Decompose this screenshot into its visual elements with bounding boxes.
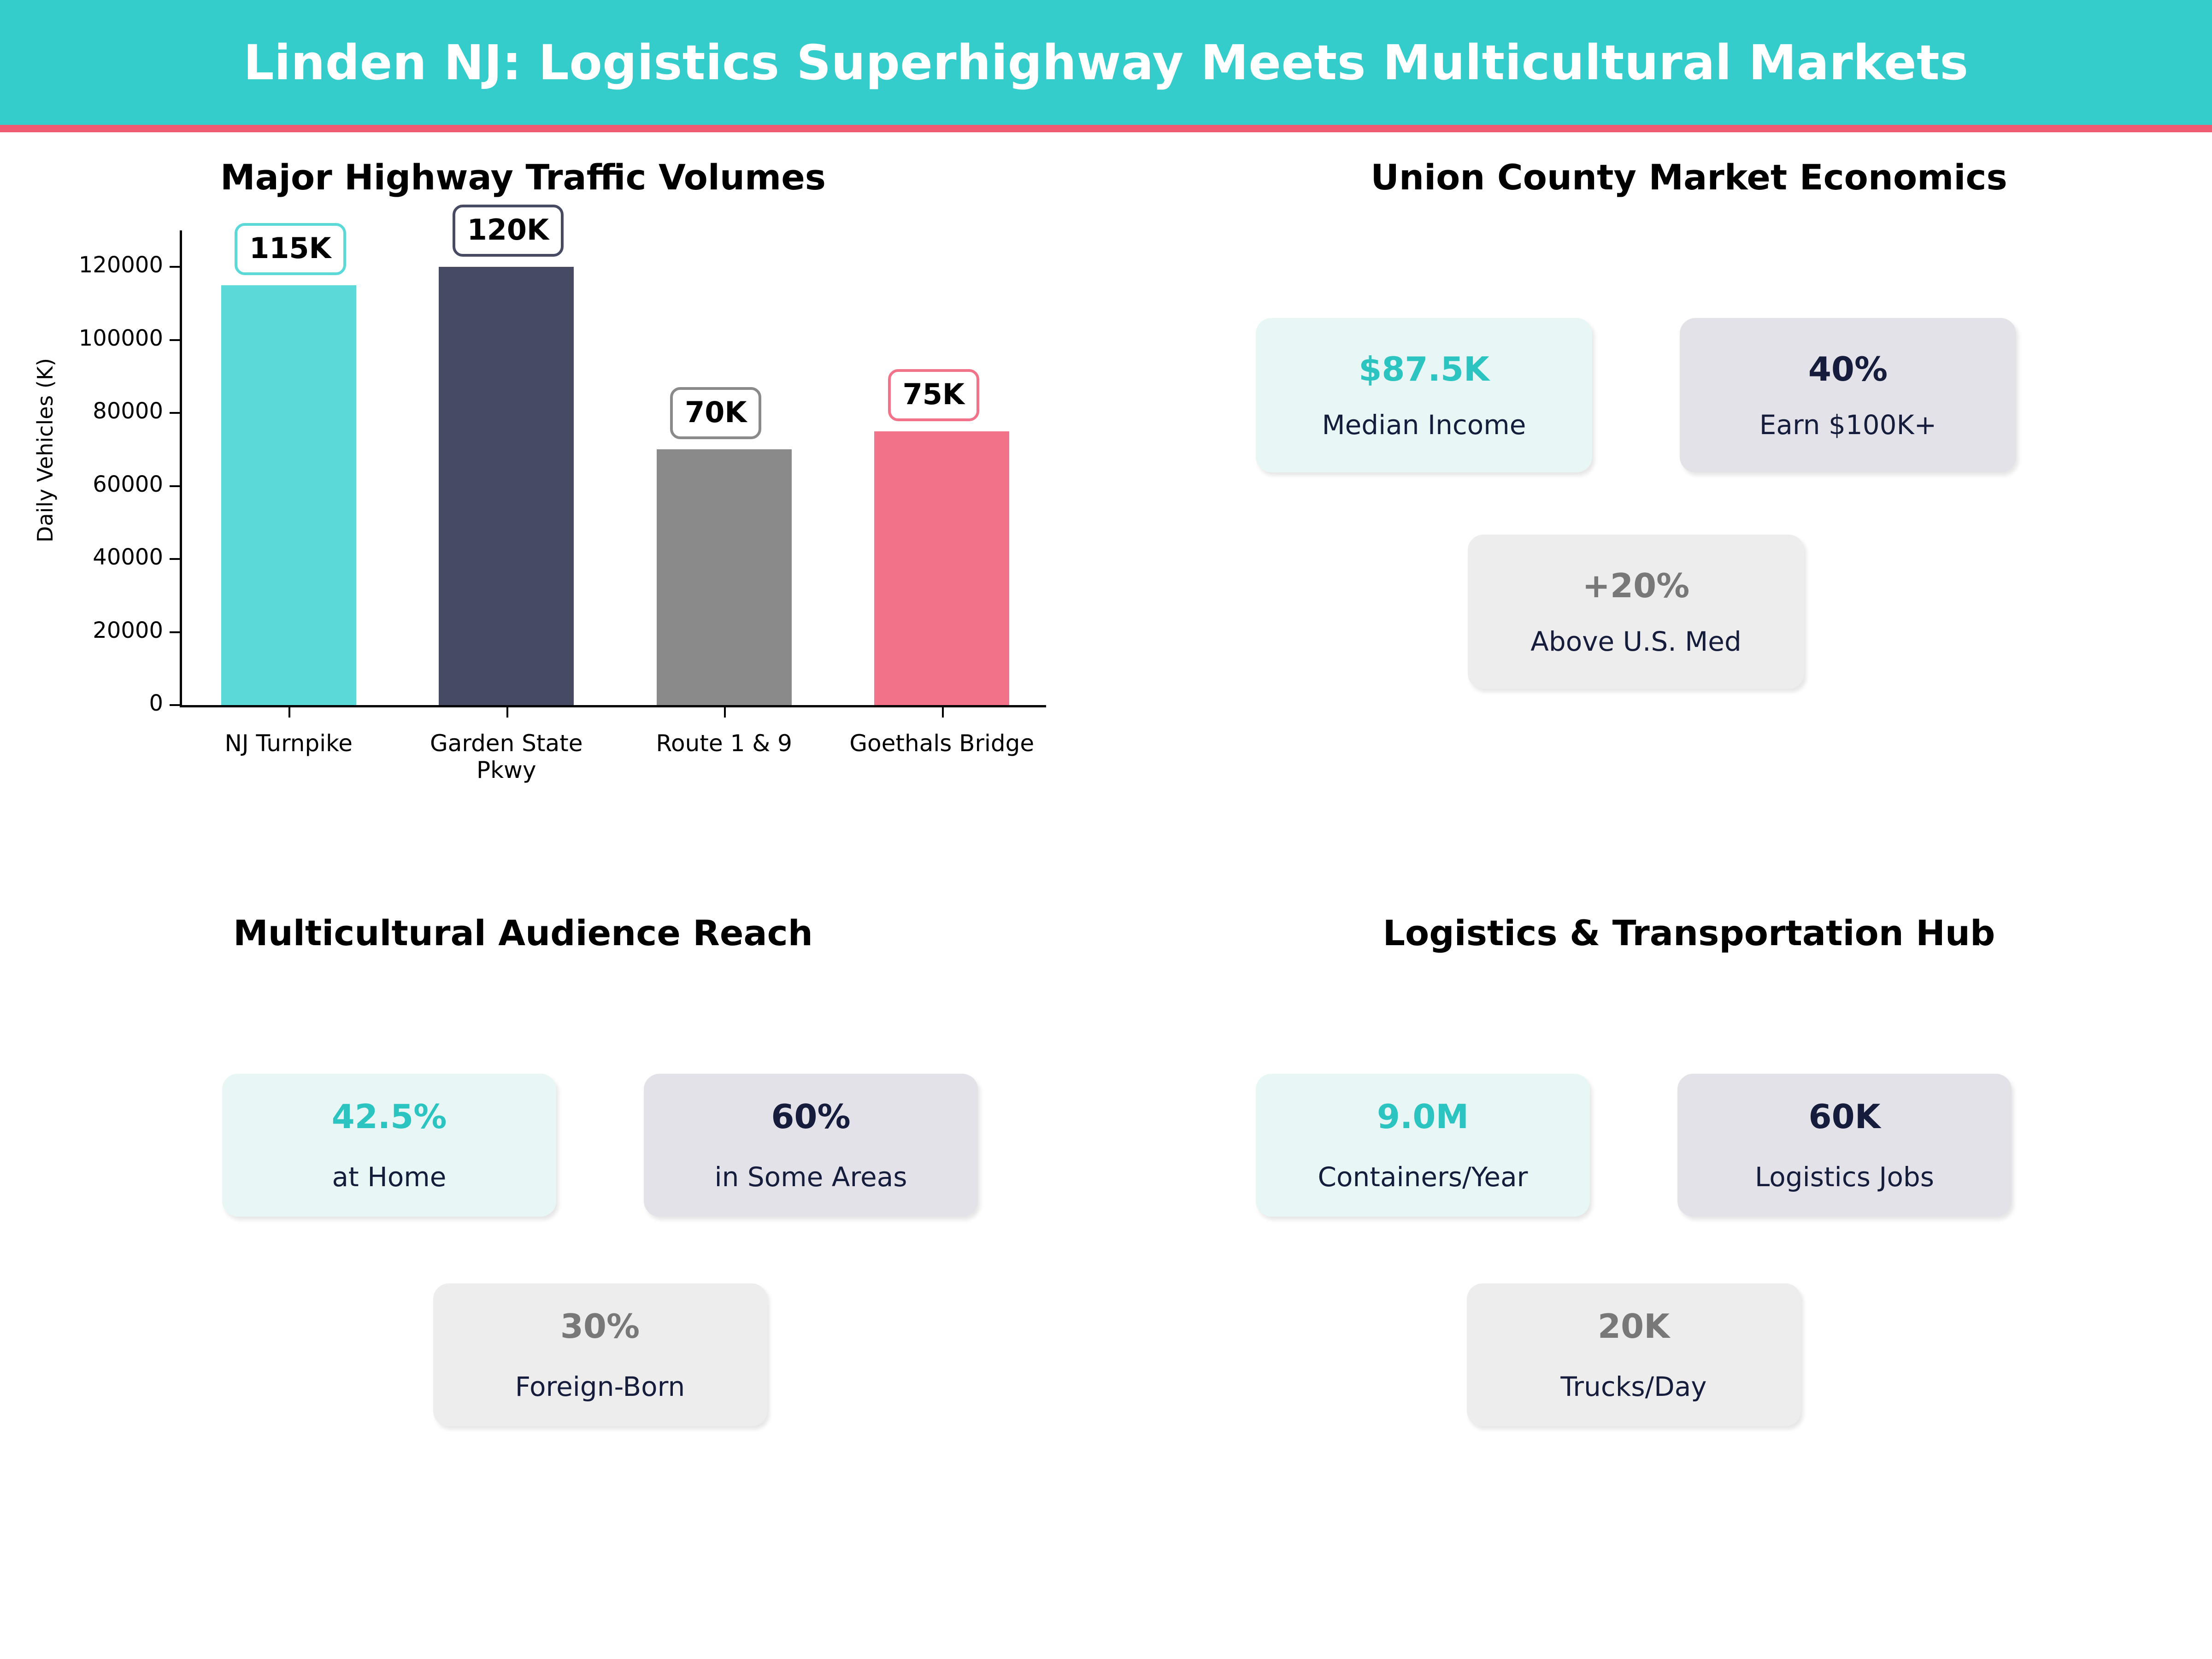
stat-card-value: $87.5K [1359,349,1489,388]
panel-title-logistics: Logistics & Transportation Hub [1382,912,1995,953]
y-axis-tick-label: 20000 [93,617,163,643]
panel-title-audience: Multicultural Audience Reach [233,912,813,953]
y-axis-tick-mark [170,266,180,268]
stat-card-label: Containers/Year [1318,1161,1528,1193]
bar-value-label: 120K [452,205,564,257]
x-axis-tick-mark [506,707,508,718]
stat-card[interactable]: 9.0M Containers/Year [1256,1074,1590,1217]
y-axis-tick-mark [170,704,180,706]
stat-card[interactable]: +20% Above U.S. Med [1468,535,1804,689]
y-axis-tick-mark [170,412,180,414]
stat-card[interactable]: 60K Logistics Jobs [1677,1074,2012,1217]
x-axis-tick-label: Garden State Pkwy [430,730,583,783]
y-axis-tick-mark [170,339,180,341]
bar-nj-turnpike [221,285,356,705]
bar-goethals-bridge [874,431,1010,705]
stat-card-value: 60K [1808,1097,1881,1136]
x-axis-tick-label: Goethals Bridge [849,730,1035,757]
stat-card-value: 60% [771,1097,851,1136]
stat-card[interactable]: 42.5% at Home [222,1074,556,1217]
stat-card[interactable]: 60% in Some Areas [644,1074,978,1217]
stat-card-value: 42.5% [331,1097,447,1136]
x-axis-tick-label: Route 1 & 9 [656,730,792,757]
stat-card-value: 40% [1808,349,1888,388]
y-axis-tick-label: 40000 [93,544,163,571]
stat-card-value: 20K [1598,1307,1670,1346]
stat-card-label: in Some Areas [714,1161,907,1193]
x-axis-tick-mark [288,707,291,718]
bar-route-1-9 [656,449,792,705]
stat-card[interactable]: 30% Foreign-Born [433,1283,767,1426]
y-axis-tick-label: 80000 [93,398,163,424]
stat-card-label: Logistics Jobs [1755,1161,1934,1193]
stat-card[interactable]: 40% Earn $100K+ [1680,318,2016,472]
page-title: Linden NJ: Logistics Superhighway Meets … [243,34,1969,91]
panel-title-economics: Union County Market Economics [1371,157,2007,198]
plot-area: 115K 120K 70K 75K [180,205,1051,705]
x-axis-tick-mark [724,707,726,718]
header-banner: Linden NJ: Logistics Superhighway Meets … [0,0,2212,125]
stat-card-label: Foreign-Born [515,1371,685,1402]
stat-card-label: Trucks/Day [1560,1371,1707,1402]
stat-card[interactable]: $87.5K Median Income [1256,318,1592,472]
stat-card-label: Above U.S. Med [1530,625,1741,657]
bar-chart-traffic-volumes: Daily Vehicles (K) 0 20000 40000 60000 80000… [0,198,1060,853]
y-axis-tick-mark [170,631,180,633]
x-axis-line [180,705,1046,707]
y-axis-tick-mark [170,485,180,487]
stat-card-value: +20% [1582,566,1690,605]
y-axis-tick-mark [170,558,180,560]
bar-value-label: 115K [235,223,346,275]
header-accent-stripe [0,125,2212,132]
y-axis-tick-label: 60000 [93,471,163,497]
x-axis-tick-label: NJ Turnpike [224,730,353,757]
stat-card-value: 30% [560,1307,640,1346]
bar-value-label: 75K [888,369,979,421]
stat-card-label: at Home [332,1161,447,1193]
y-axis-tick-label: 100000 [78,325,163,351]
y-axis-tick-label: 0 [149,690,163,716]
y-axis-line [180,230,182,707]
stat-card-label: Earn $100K+ [1759,409,1937,441]
x-axis-tick-mark [941,707,944,718]
stat-card[interactable]: 20K Trucks/Day [1466,1283,1801,1426]
y-axis-tick-label: 120000 [78,252,163,278]
stat-card-label: Median Income [1322,409,1526,441]
bar-value-label: 70K [670,387,762,440]
panel-title-traffic: Major Highway Traffic Volumes [220,157,826,198]
y-axis-label: Daily Vehicles (K) [33,358,58,543]
stat-card-value: 9.0M [1377,1097,1469,1136]
bar-garden-state-pkwy [439,267,574,705]
